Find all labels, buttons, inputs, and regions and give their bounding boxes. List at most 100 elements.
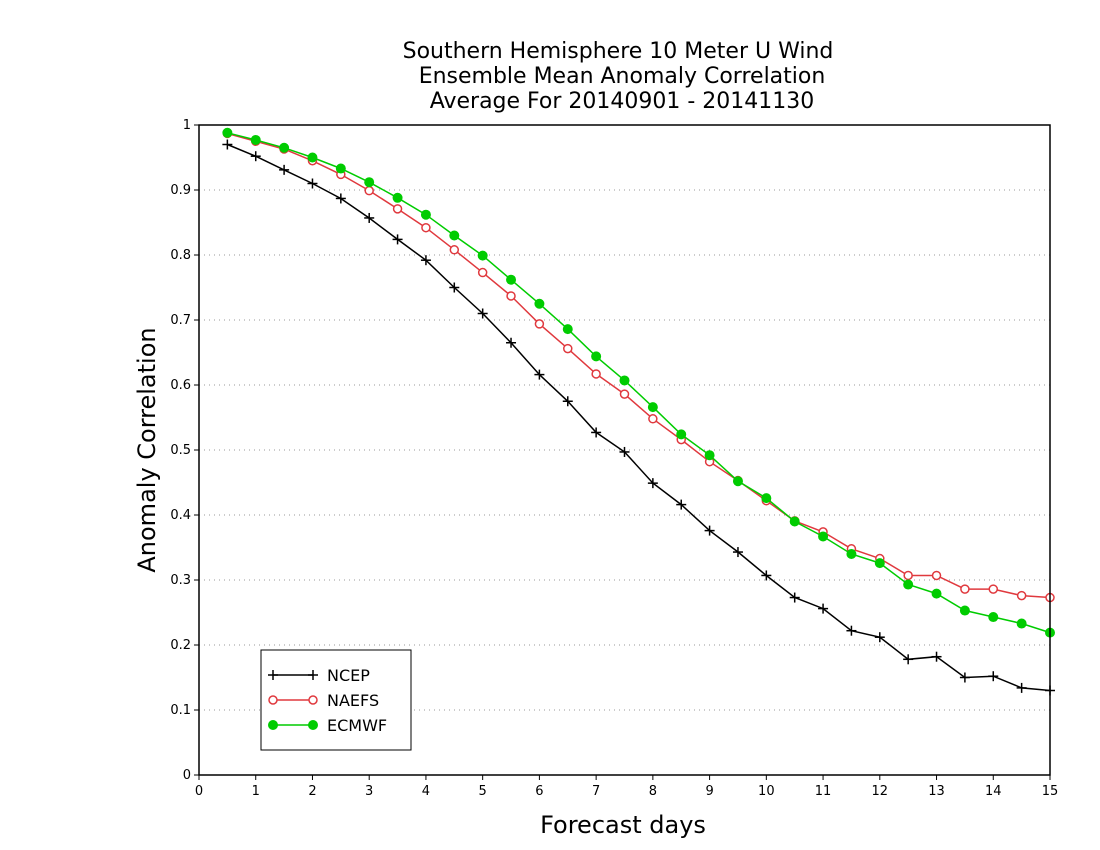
legend-marker-naefs — [268, 695, 278, 705]
data-point-ncep — [534, 369, 545, 380]
series-naefs — [222, 128, 1055, 603]
data-point-ecmwf — [761, 493, 772, 504]
data-point-ncep — [506, 337, 517, 348]
data-point-naefs — [392, 204, 403, 214]
data-point-naefs — [619, 389, 630, 399]
data-point-ecmwf — [931, 588, 942, 599]
data-point-ncep — [931, 651, 942, 662]
data-point-ncep — [874, 632, 885, 643]
y-axis-ticks: 0 0.1 0.2 0.3 0.4 0.5 0.6 0.7 0.8 0.9 1 — [170, 118, 199, 783]
series-line-ncep — [227, 143, 1051, 692]
x-tick-label: 0 — [195, 784, 203, 799]
data-point-ncep — [335, 193, 346, 204]
data-point-ecmwf — [704, 450, 715, 461]
legend-label-ncep: NCEP — [327, 666, 370, 685]
data-point-naefs — [648, 414, 658, 424]
data-point-naefs — [591, 369, 601, 379]
data-point-ecmwf — [534, 298, 545, 309]
x-axis-label: Forecast days — [540, 811, 706, 839]
y-tick-label: 0.7 — [170, 313, 191, 328]
data-point-ecmwf — [818, 531, 829, 542]
legend-marker-naefs — [308, 695, 318, 705]
data-point-ncep — [959, 672, 970, 683]
data-point-ncep — [477, 308, 488, 319]
y-axis-label: Anomaly Correlation — [133, 327, 161, 572]
data-point-ncep — [704, 525, 715, 536]
x-tick-label: 3 — [365, 784, 373, 799]
data-point-ecmwf — [250, 134, 261, 145]
data-point-ecmwf — [335, 163, 346, 174]
legend-marker-ecmwf — [268, 720, 278, 730]
data-point-ncep — [222, 139, 233, 150]
data-point-ncep — [1016, 682, 1027, 693]
data-point-ecmwf — [591, 351, 602, 362]
y-tick-label: 0.1 — [170, 703, 191, 718]
series-line-naefs — [227, 132, 1051, 599]
data-point-ecmwf — [988, 612, 999, 623]
data-point-ecmwf — [676, 429, 687, 440]
y-tick-label: 0.6 — [170, 378, 191, 393]
series-layer — [222, 127, 1055, 696]
x-tick-label: 5 — [479, 784, 487, 799]
data-point-ncep — [676, 499, 687, 510]
data-point-ecmwf — [392, 192, 403, 203]
data-point-naefs — [903, 570, 913, 581]
x-axis-ticks: 0 1 2 3 4 5 6 7 8 9 10 11 12 13 14 15 — [195, 775, 1058, 799]
data-point-ncep — [903, 654, 914, 665]
chart-title-line-1: Southern Hemisphere 10 Meter U Wind — [403, 39, 834, 64]
x-tick-label: 9 — [705, 784, 713, 799]
data-point-ecmwf — [222, 127, 233, 138]
data-point-ncep — [761, 570, 772, 581]
x-tick-label: 1 — [252, 784, 260, 799]
data-point-ecmwf — [506, 274, 517, 285]
data-point-ecmwf — [789, 516, 800, 527]
data-point-ecmwf — [562, 324, 573, 335]
x-tick-label: 13 — [928, 784, 945, 799]
data-point-ncep — [789, 592, 800, 603]
data-point-ecmwf — [874, 558, 885, 569]
data-point-ncep — [250, 151, 261, 162]
data-point-ecmwf — [364, 177, 375, 188]
x-tick-label: 7 — [592, 784, 600, 799]
data-point-ecmwf — [846, 549, 857, 559]
data-point-ecmwf — [647, 402, 658, 413]
chart-title-group: Southern Hemisphere 10 Meter U Wind Ense… — [403, 39, 834, 114]
y-tick-label: 0.8 — [170, 248, 191, 263]
x-tick-label: 4 — [422, 784, 430, 799]
data-point-naefs — [1016, 590, 1027, 601]
plot-area-frame — [198, 124, 1051, 776]
legend-marker-ncep — [308, 670, 318, 680]
data-point-ncep — [449, 282, 460, 293]
data-point-naefs — [563, 343, 573, 354]
data-point-ncep — [562, 396, 573, 407]
data-point-naefs — [506, 291, 516, 301]
x-tick-label: 15 — [1042, 784, 1059, 799]
series-ecmwf — [222, 127, 1055, 638]
x-tick-label: 2 — [308, 784, 316, 799]
x-tick-label: 12 — [872, 784, 889, 799]
data-point-ecmwf — [477, 250, 488, 261]
data-point-ncep — [818, 603, 829, 614]
data-point-ecmwf — [449, 230, 460, 241]
data-point-ncep — [420, 255, 431, 266]
data-point-naefs — [449, 245, 460, 255]
legend-marker-ncep — [268, 670, 278, 680]
x-tick-label: 6 — [535, 784, 543, 799]
legend: NCEP NAEFS ECMWF — [260, 649, 412, 751]
data-point-ecmwf — [732, 476, 743, 487]
data-point-naefs — [988, 584, 999, 594]
data-point-ncep — [846, 625, 857, 636]
y-tick-label: 0.4 — [170, 508, 191, 523]
data-point-ecmwf — [619, 375, 630, 386]
chart-title-line-3: Average For 20140901 - 20141130 — [430, 89, 815, 114]
y-tick-label: 1 — [183, 118, 191, 133]
data-point-ncep — [732, 547, 743, 558]
data-point-ncep — [279, 164, 290, 175]
chart-title-line-2: Ensemble Mean Anomaly Correlation — [419, 64, 826, 89]
series-line-ecmwf — [227, 132, 1051, 634]
legend-label-naefs: NAEFS — [327, 691, 379, 710]
data-point-ncep — [619, 446, 630, 457]
data-point-naefs — [960, 584, 970, 594]
y-tick-label: 0.5 — [170, 443, 191, 458]
